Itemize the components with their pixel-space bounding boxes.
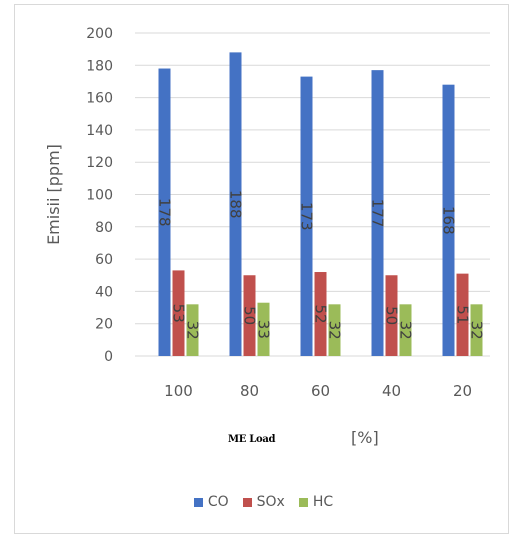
y-tick-label: 160	[86, 91, 113, 107]
bar-hc	[186, 304, 199, 356]
data-label: 168	[440, 206, 458, 235]
x-tick-label: 60	[311, 382, 330, 400]
legend-swatch	[242, 497, 252, 507]
x-tick-label: 40	[382, 382, 401, 400]
data-label: 32	[184, 321, 202, 340]
y-tick-label: 180	[86, 58, 113, 74]
y-tick-label: 40	[95, 284, 113, 300]
x-axis-label: ME Load	[228, 434, 276, 445]
x-tick-label: 100	[164, 382, 193, 400]
legend-swatch	[298, 497, 308, 507]
y-tick-label: 0	[104, 349, 113, 365]
data-label: 53	[170, 304, 188, 323]
bar-sox	[385, 275, 398, 356]
data-label: 178	[156, 198, 174, 227]
data-label: 32	[397, 321, 415, 340]
legend-item-co: CO	[193, 494, 229, 510]
y-tick-label: 60	[95, 252, 113, 268]
legend-label: SOx	[256, 494, 285, 510]
y-tick-label: 120	[86, 155, 113, 171]
bar-hc	[399, 304, 412, 356]
legend-swatch	[193, 497, 203, 507]
data-label: 51	[454, 305, 472, 324]
data-label: 188	[227, 190, 245, 219]
y-tick-label: 140	[86, 123, 113, 139]
data-label: 32	[326, 321, 344, 340]
x-axis-unit: [%]	[351, 428, 379, 447]
data-label: 52	[312, 304, 330, 323]
data-label: 50	[383, 306, 401, 325]
bar-co	[158, 68, 171, 356]
data-label: 173	[298, 202, 316, 231]
bar-chart: 0 20 40 60 80 100 120 140 160 180 200 Emisii [ppm] 1…	[44, 26, 490, 400]
bar-sox	[172, 270, 185, 356]
chart-frame	[14, 4, 509, 534]
bar-hc	[257, 302, 270, 356]
x-tick-label: 80	[240, 382, 259, 400]
bar-sox	[243, 275, 256, 356]
x-axis-title: ME Load [%]	[0, 428, 515, 454]
bar-sox	[314, 272, 327, 356]
legend-label: CO	[207, 494, 229, 510]
bar-co	[371, 70, 384, 357]
bar-co	[229, 52, 242, 356]
bar-sox	[456, 273, 469, 356]
bar-co	[442, 84, 455, 357]
x-tick-label: 20	[453, 382, 472, 400]
y-tick-label: 20	[95, 317, 113, 333]
y-tick-label: 100	[86, 188, 113, 204]
y-tick-label: 200	[86, 26, 113, 42]
legend-item-sox: SOx	[242, 494, 285, 510]
y-tick-label: 80	[95, 220, 113, 236]
bar-hc	[470, 304, 483, 356]
legend-item-hc: HC	[298, 494, 334, 510]
data-label: 33	[255, 320, 273, 339]
bar-co	[300, 76, 313, 356]
data-label: 50	[241, 306, 259, 325]
legend: CO SOx HC	[0, 494, 515, 510]
data-label: 177	[369, 199, 387, 228]
data-label: 32	[468, 321, 486, 340]
y-axis-title: Emisii [ppm]	[44, 144, 63, 245]
bar-hc	[328, 304, 341, 356]
legend-label: HC	[312, 494, 334, 510]
